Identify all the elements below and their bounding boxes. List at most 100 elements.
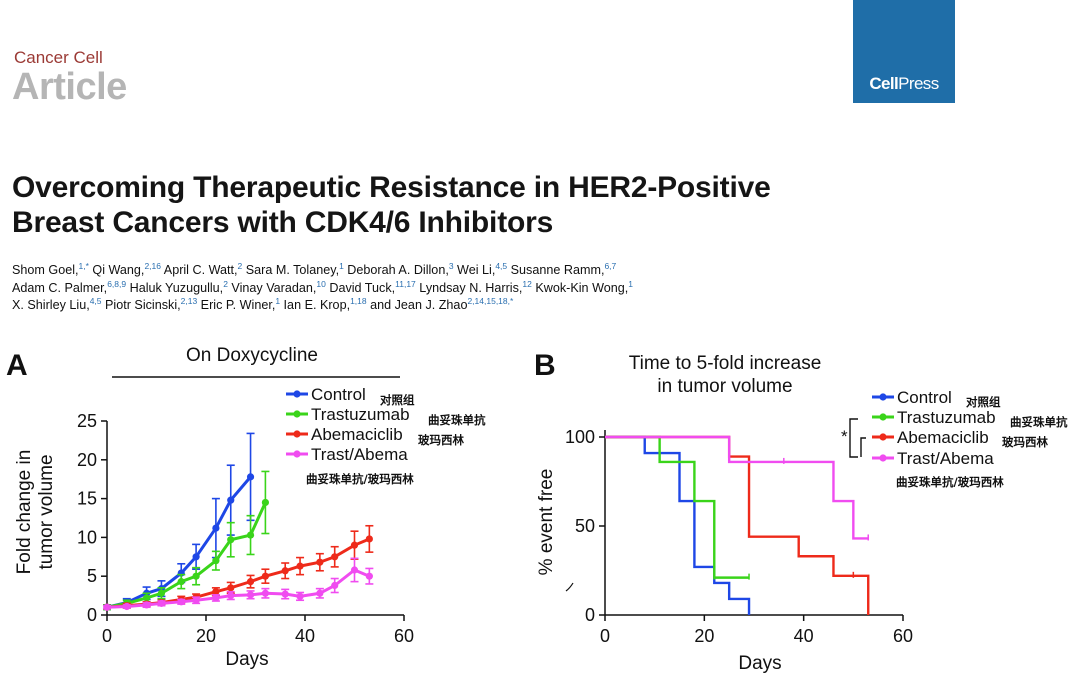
legend-label-zh: 对照组 — [380, 393, 415, 407]
affiliation-marker[interactable]: 2,14,15,18,* — [467, 295, 514, 306]
data-point — [177, 578, 185, 586]
y-axis-title-line-1: Fold change in — [14, 450, 35, 575]
author-line: Adam C. Palmer,6,8,9 Haluk Yuzugullu,2 V… — [12, 278, 912, 298]
data-point — [365, 572, 373, 580]
data-point — [331, 553, 339, 561]
legend-label-zh: 曲妥珠单抗/玻玛西林 — [306, 472, 414, 486]
affiliation-marker[interactable]: 2 — [237, 260, 243, 271]
author-line: Shom Goel,1,* Qi Wang,2,16 April C. Watt… — [12, 262, 912, 280]
data-point — [296, 562, 304, 570]
data-point — [143, 594, 151, 602]
affiliation-marker[interactable]: 1,* — [78, 260, 89, 271]
x-axis-title: Days — [225, 649, 268, 670]
affiliation-marker[interactable]: 12 — [522, 278, 532, 289]
affiliation-marker[interactable]: 1 — [339, 260, 344, 271]
legend-marker — [293, 450, 301, 458]
author-name: David Tuck, — [325, 280, 396, 295]
author-name: Qi Wang, — [88, 263, 145, 277]
x-tick-label: 60 — [893, 626, 913, 646]
legend-label: Trast/Abema — [897, 449, 994, 468]
legend-label: Trastuzumab — [311, 405, 410, 424]
affiliation-marker[interactable]: 1 — [275, 295, 281, 306]
data-point — [227, 536, 235, 544]
data-point — [212, 594, 220, 602]
y-tick-label: 25 — [77, 411, 97, 431]
data-point — [296, 592, 304, 600]
affiliation-marker[interactable]: 6,7 — [604, 260, 617, 271]
affiliation-marker[interactable]: 4,5 — [89, 295, 102, 306]
data-point — [281, 590, 289, 598]
x-axis-title: Days — [738, 653, 781, 674]
data-point — [261, 498, 269, 507]
scan-mark — [565, 582, 574, 592]
legend-label-zh: 对照组 — [966, 395, 1001, 409]
data-point — [281, 567, 289, 575]
x-tick-label: 0 — [102, 626, 112, 646]
chart-a-title: On Doxycycline — [186, 345, 318, 366]
legend-label-zh: 玻玛西林 — [418, 433, 464, 447]
chart-b-title-line-2: in tumor volume — [657, 376, 792, 397]
data-point — [212, 524, 220, 532]
x-tick-label: 0 — [600, 626, 610, 646]
data-point — [246, 591, 255, 599]
x-tick-label: 20 — [694, 626, 714, 646]
data-point — [261, 589, 269, 597]
significance-bracket — [849, 418, 858, 458]
affiliation-marker[interactable]: 3 — [448, 260, 454, 271]
data-point — [316, 589, 324, 597]
legend-label: Abemaciclib — [897, 428, 989, 447]
series-trastuzumab — [103, 470, 270, 611]
y-tick-label: 0 — [585, 605, 595, 625]
author-name: Sara M. Tolaney, — [242, 263, 340, 277]
panel-label-a: A — [6, 349, 28, 382]
affiliation-marker[interactable]: 10 — [316, 278, 326, 289]
affiliation-marker[interactable]: 2,13 — [180, 295, 198, 306]
y-tick-label: 100 — [565, 427, 595, 447]
y-axis-title: % event free — [536, 469, 557, 576]
y-tick-label: 15 — [77, 489, 97, 509]
data-point — [365, 535, 373, 543]
km-curve-abemaciclib — [605, 435, 870, 615]
legend-marker — [293, 430, 301, 438]
legend-label: Trastuzumab — [897, 408, 996, 427]
legend-label: Control — [311, 385, 366, 404]
publisher-bold: Cell — [869, 74, 899, 93]
affiliation-marker[interactable]: 2,16 — [144, 260, 161, 271]
legend-marker — [293, 390, 301, 398]
data-point — [123, 602, 131, 611]
data-point — [157, 599, 166, 607]
affiliation-marker[interactable]: 4,5 — [495, 260, 508, 271]
affiliation-marker[interactable]: 2 — [223, 278, 228, 289]
affiliation-marker[interactable]: 11,17 — [395, 278, 416, 289]
series-line — [106, 568, 370, 609]
article-type: Article — [12, 66, 127, 108]
data-point — [212, 557, 220, 565]
data-point — [246, 473, 255, 481]
legend-label-zh: 曲妥珠单抗 — [428, 413, 486, 427]
data-point — [192, 572, 200, 580]
data-point — [103, 603, 111, 611]
publisher-logo[interactable]: CellPress — [853, 0, 955, 103]
significance-marker: * — [841, 427, 848, 446]
x-tick-label: 20 — [196, 626, 216, 646]
km-curve-control — [605, 435, 751, 615]
data-point — [227, 496, 235, 504]
title-line-2: Breast Cancers with CDK4/6 Inhibitors — [12, 206, 554, 239]
author-name: Wei Li, — [453, 263, 496, 277]
km-curve-trast_abema — [605, 435, 869, 540]
affiliation-marker[interactable]: 6,8,9 — [107, 278, 127, 289]
data-point — [350, 541, 359, 549]
y-axis-title-line-2: tumor volume — [36, 454, 57, 569]
author-name: Eric P. Winer, — [197, 298, 276, 312]
legend-label: Abemaciclib — [311, 425, 403, 444]
y-tick-label: 0 — [87, 605, 97, 625]
data-point — [350, 566, 359, 574]
affiliation-marker[interactable]: 1 — [628, 278, 633, 289]
x-tick-label: 40 — [295, 626, 315, 646]
affiliation-marker[interactable]: 1,18 — [350, 295, 367, 306]
y-tick-label: 50 — [575, 516, 595, 536]
data-point — [246, 531, 255, 539]
author-name: and Jean J. Zhao — [366, 298, 468, 312]
y-tick-label: 10 — [77, 527, 97, 547]
